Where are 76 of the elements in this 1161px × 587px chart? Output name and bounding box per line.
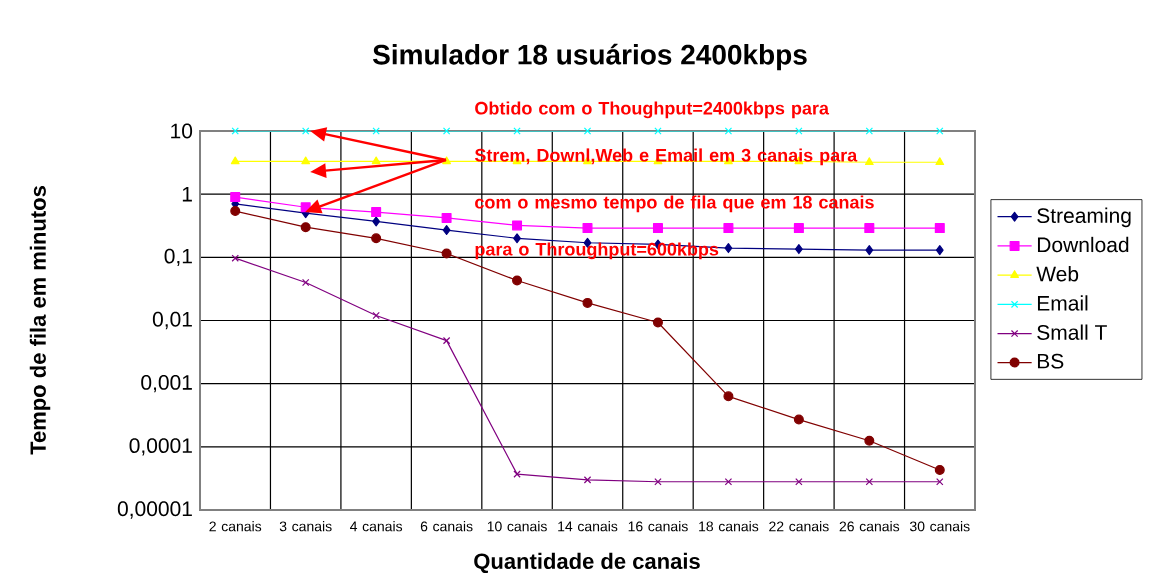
x-tick-label: 14 canais (558, 521, 618, 532)
y-tick-label: 0,01 (152, 311, 192, 330)
point (654, 478, 662, 486)
legend-label: Web (1036, 266, 1079, 282)
point (583, 476, 592, 484)
point (372, 216, 381, 227)
point (794, 244, 803, 255)
point (442, 336, 451, 345)
point (582, 297, 593, 308)
x-tick-label: 4 canais (350, 521, 403, 532)
y-tick-label: 0,001 (141, 375, 192, 393)
x-tick-label: 2 canais (209, 521, 262, 532)
point (723, 223, 734, 234)
point (865, 127, 874, 135)
point (864, 157, 874, 166)
point (793, 223, 804, 234)
point (795, 478, 803, 486)
y-tick-label: 1 (182, 186, 192, 202)
y-tick-label: 0,0001 (129, 438, 192, 456)
point (724, 243, 733, 254)
point (372, 311, 380, 320)
point (795, 127, 803, 135)
chart-title: Simulador 18 usuários 2400kbps (372, 43, 807, 71)
legend-label: Email (1037, 295, 1088, 311)
legend-label: Download (1037, 236, 1129, 253)
legend-label: BS (1037, 353, 1064, 369)
point (230, 206, 241, 217)
point (935, 157, 945, 166)
point (724, 127, 733, 135)
point (936, 127, 944, 135)
point (512, 275, 523, 286)
point (934, 464, 945, 475)
point (441, 212, 452, 223)
point (371, 207, 382, 218)
legend-label: Streaming (1037, 207, 1131, 228)
point (652, 223, 663, 234)
point (371, 156, 381, 165)
x-tick-label: 6 canais (420, 521, 473, 532)
y-tick-label: 10 (171, 123, 193, 139)
x-tick-label: 10 canais (487, 521, 547, 532)
point (441, 248, 452, 259)
point (442, 127, 451, 135)
point (301, 127, 310, 135)
point (442, 225, 451, 236)
point (301, 156, 311, 165)
point (652, 317, 663, 328)
point (583, 127, 592, 135)
point (724, 478, 733, 486)
point (301, 278, 310, 287)
point (582, 223, 593, 234)
point (864, 435, 875, 446)
point (372, 127, 380, 135)
point (230, 192, 241, 203)
x-tick-label: 16 canais (628, 521, 688, 532)
x-tick-label: 30 canais (909, 521, 970, 532)
point (231, 127, 239, 135)
point (230, 156, 240, 165)
y-tick-label: 0,00001 (117, 501, 192, 519)
point (723, 391, 734, 402)
point (935, 245, 944, 256)
x-tick-label: 3 canais (279, 521, 332, 532)
x-axis-title: Quantidade de canais (474, 552, 700, 574)
legend-label: Small T (1037, 324, 1107, 340)
point (934, 223, 945, 234)
y-axis-title: Tempo de fila em minutos (29, 186, 51, 455)
x-tick-label: 18 canais (699, 521, 759, 532)
point (512, 220, 523, 231)
point (513, 233, 521, 244)
point (300, 222, 311, 233)
x-tick-label: 26 canais (839, 521, 900, 532)
x-tick-label: 22 canais (769, 521, 829, 532)
point (864, 223, 875, 234)
point (793, 414, 804, 425)
point (371, 233, 382, 244)
point (865, 245, 874, 256)
y-tick-label: 0,1 (164, 248, 192, 267)
